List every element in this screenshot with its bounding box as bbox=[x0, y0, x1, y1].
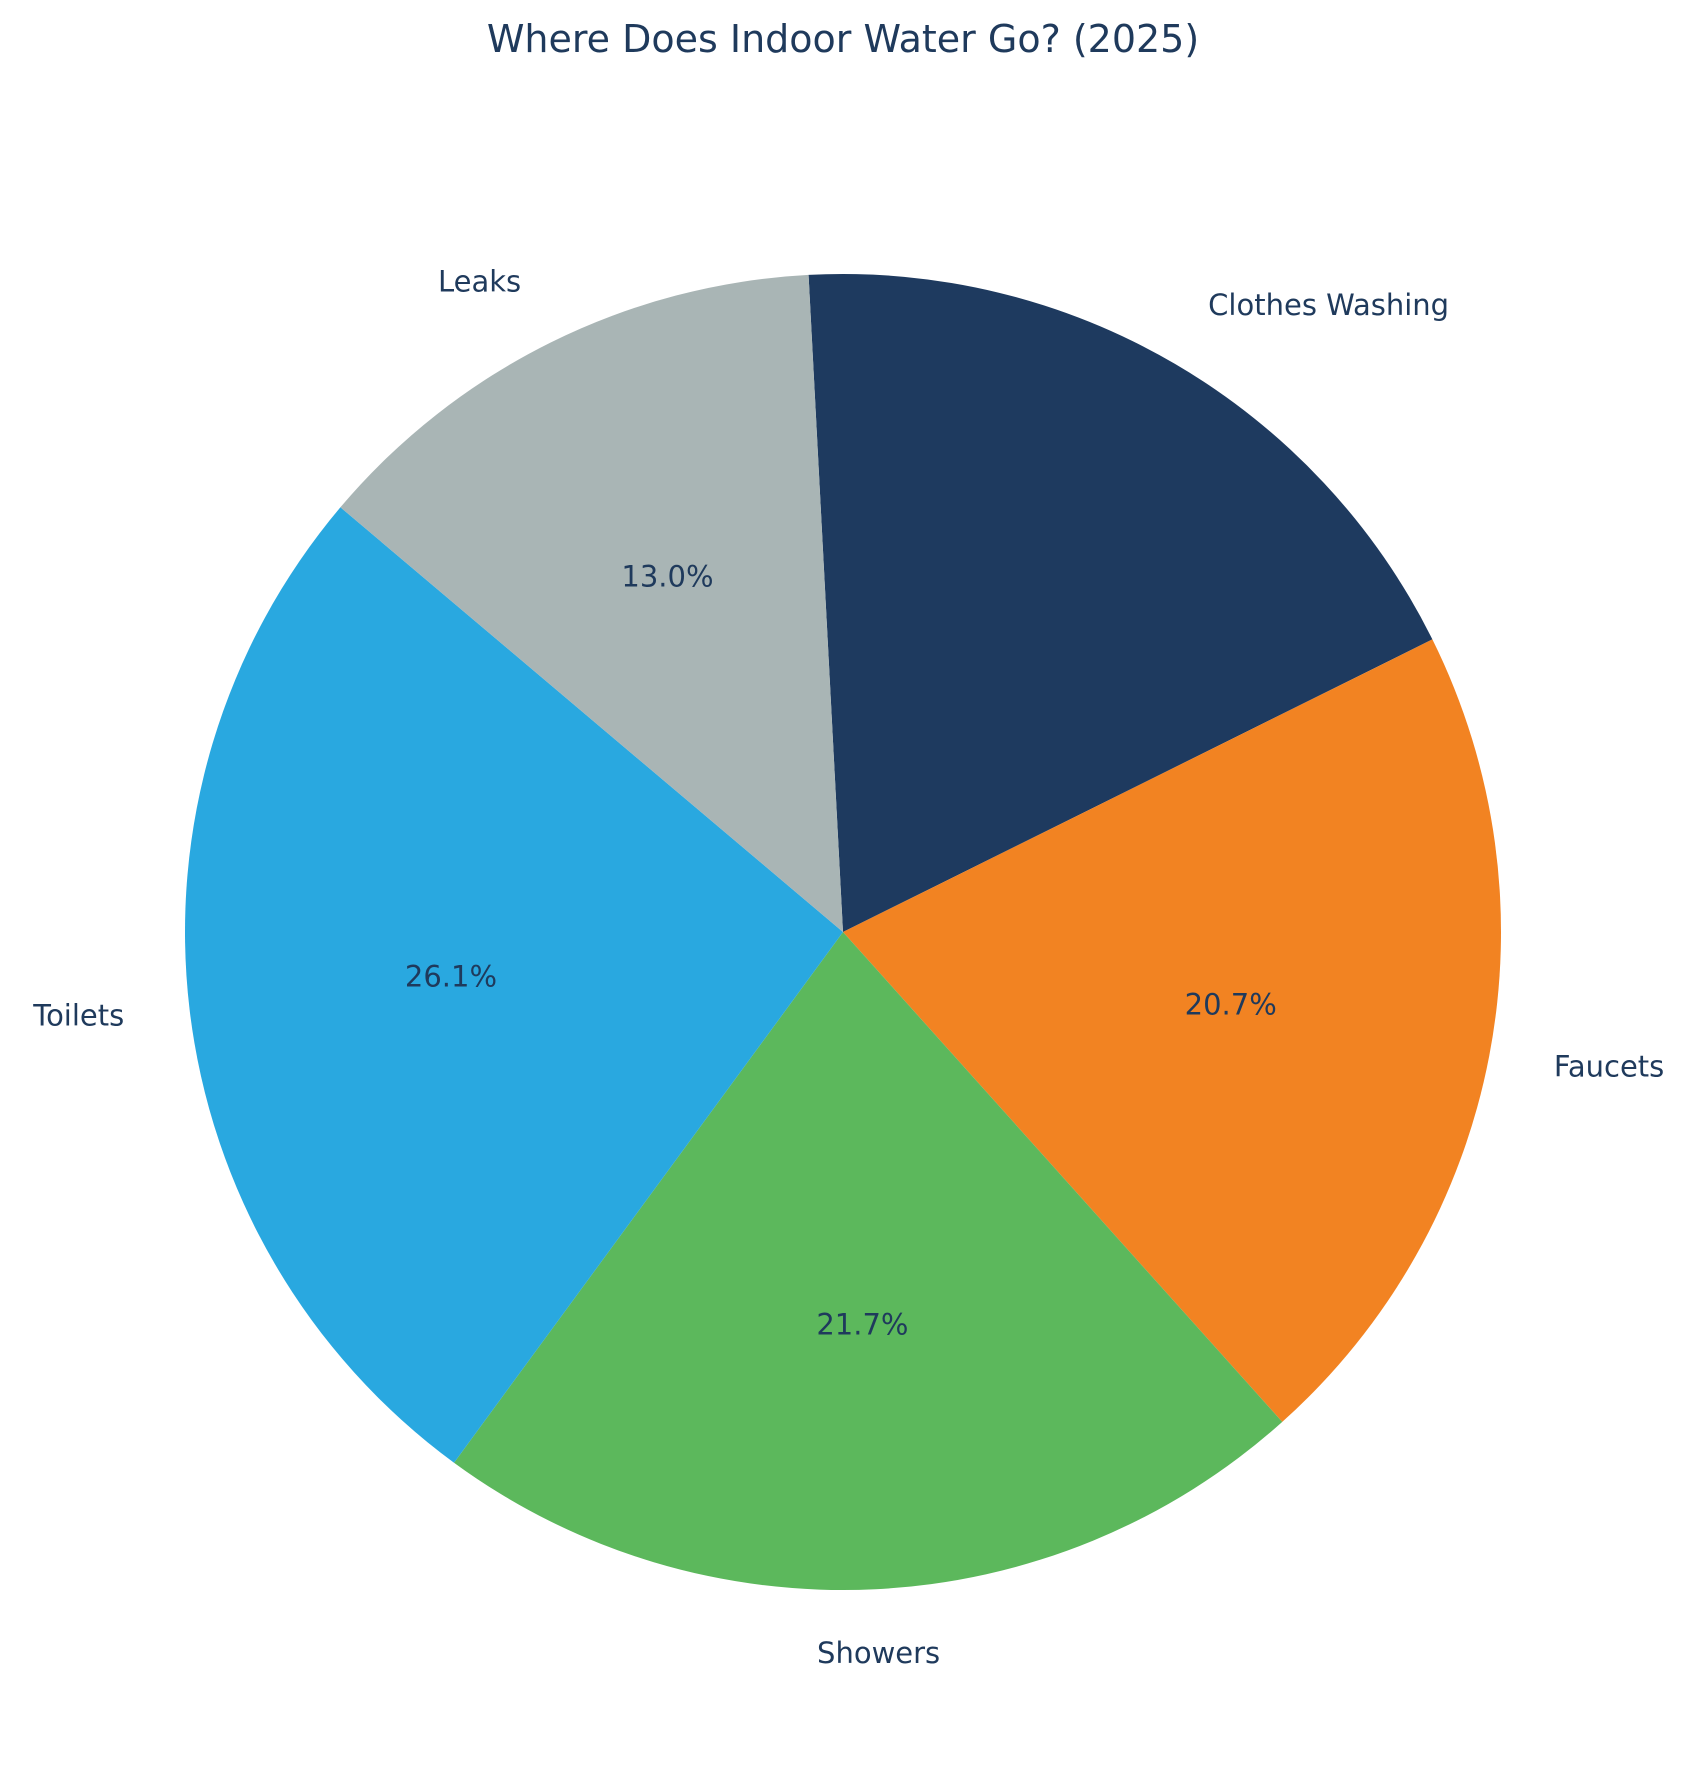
slice-pct-faucets: 20.7% bbox=[1185, 987, 1277, 1021]
slice-label-leaks: Leaks bbox=[438, 265, 521, 299]
slice-showers bbox=[454, 932, 1283, 1591]
slice-pct-toilets: 26.1% bbox=[405, 960, 497, 994]
slice-clothes-washing bbox=[808, 274, 1433, 932]
slice-label-clothes-washing: Clothes Washing bbox=[1208, 288, 1449, 322]
slice-label-showers: Showers bbox=[817, 1636, 940, 1670]
slice-pct-showers: 21.7% bbox=[816, 1307, 908, 1341]
slice-label-toilets: Toilets bbox=[32, 998, 124, 1032]
slice-pct-leaks: 13.0% bbox=[621, 559, 713, 593]
slice-toilets bbox=[185, 507, 843, 1463]
slice-faucets bbox=[843, 639, 1501, 1422]
slice-label-faucets: Faucets bbox=[1554, 1049, 1664, 1083]
pie-labels: Clothes Washing Faucets 20.7% Showers 21.7% T… bbox=[32, 265, 1664, 1670]
chart-title: Where Does Indoor Water Go? (2025) bbox=[487, 17, 1199, 61]
slice-leaks bbox=[340, 274, 843, 933]
pie-slices bbox=[185, 274, 1501, 1591]
